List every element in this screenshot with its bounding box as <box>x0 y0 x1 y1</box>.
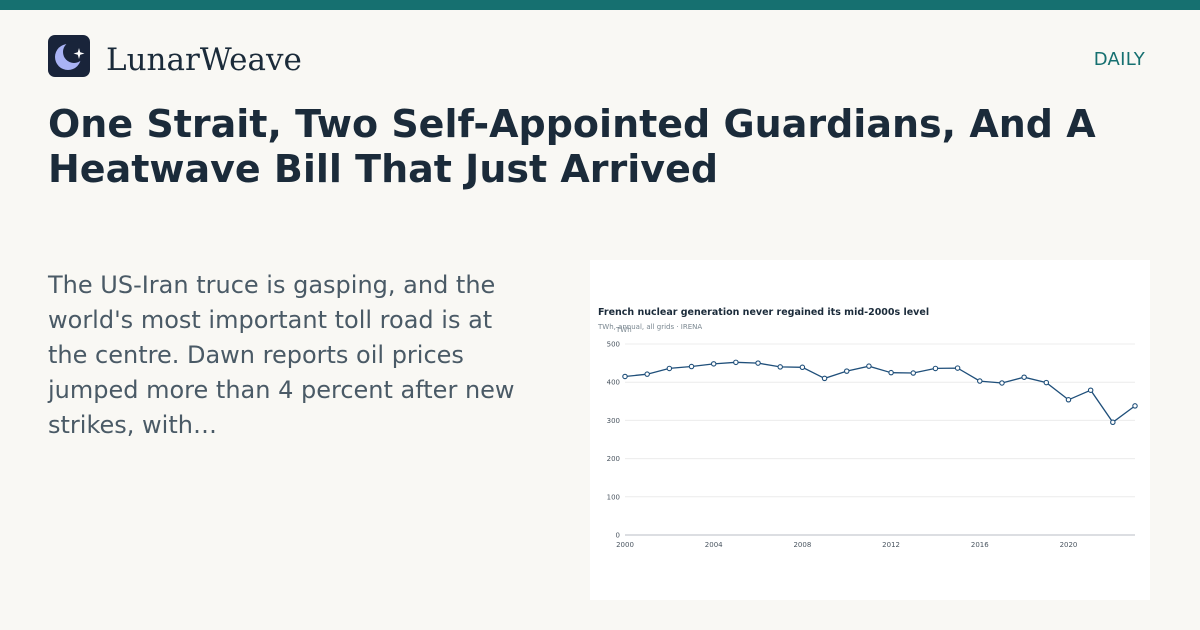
x-tick-label: 2008 <box>793 541 811 549</box>
data-point <box>954 365 961 371</box>
line-chart: French nuclear generation never regained… <box>597 307 1138 549</box>
chart-card: French nuclear generation never regained… <box>590 260 1150 600</box>
data-point <box>821 375 828 382</box>
data-point <box>866 363 872 369</box>
y-tick-label: 200 <box>607 455 620 463</box>
data-point <box>1110 419 1116 426</box>
data-point <box>1132 403 1138 409</box>
data-point <box>888 369 894 376</box>
moon-star-icon[interactable] <box>48 35 90 77</box>
data-point <box>777 364 783 370</box>
x-tick-label: 2000 <box>616 541 634 549</box>
article-excerpt: The US-Iran truce is gasping, and the wo… <box>48 271 515 439</box>
x-tick-label: 2016 <box>971 541 989 549</box>
data-point <box>1043 379 1050 386</box>
data-point <box>733 359 739 366</box>
series-line <box>624 361 1136 424</box>
brand-name[interactable]: LunarWeave <box>106 42 302 78</box>
data-point <box>688 363 695 370</box>
section-label[interactable]: DAILY <box>1093 49 1145 70</box>
data-point <box>1087 387 1094 393</box>
top-accent-bar <box>0 0 1200 10</box>
data-point <box>666 365 673 372</box>
x-tick-label: 2012 <box>882 541 900 549</box>
data-point <box>1021 374 1027 380</box>
data-point <box>999 380 1005 386</box>
chart-subtitle: TWh, annual, all grids · IRENA <box>597 323 702 331</box>
data-point <box>977 378 983 384</box>
data-point <box>710 361 717 367</box>
data-point <box>843 368 850 374</box>
data-point <box>1065 397 1072 403</box>
data-point <box>799 364 806 371</box>
y-tick-label: 0 <box>616 532 620 540</box>
y-tick-label: 500 <box>607 341 620 349</box>
y-axis-unit: TWh <box>615 326 632 334</box>
headline: One Strait, Two Self-Appointed Guardians… <box>48 102 1096 191</box>
data-point <box>932 365 939 372</box>
data-point <box>910 370 917 376</box>
x-tick-label: 2020 <box>1060 541 1078 549</box>
x-tick-label: 2004 <box>705 541 723 549</box>
data-point <box>755 360 761 366</box>
data-point <box>622 373 628 380</box>
y-tick-label: 400 <box>607 379 620 387</box>
chart-title: French nuclear generation never regained… <box>598 307 929 318</box>
y-tick-label: 100 <box>607 493 620 501</box>
data-point <box>644 371 650 377</box>
y-tick-label: 300 <box>607 417 620 425</box>
